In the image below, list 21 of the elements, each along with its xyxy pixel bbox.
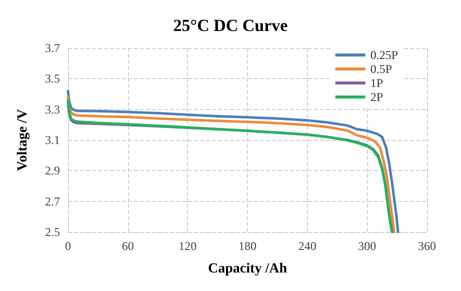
y-tick-label: 2.7	[45, 194, 60, 208]
x-tick-label: 300	[358, 239, 376, 253]
legend-label: 0.5P	[370, 62, 392, 76]
x-tick-label: 60	[122, 239, 134, 253]
y-tick-label: 3.1	[45, 133, 60, 147]
y-tick-label: 3.7	[45, 41, 60, 55]
y-tick-label: 3.5	[45, 72, 60, 86]
y-tick-label: 2.5	[45, 225, 60, 239]
chart-title: 25°C DC Curve	[173, 16, 288, 35]
legend-label: 0.25P	[370, 48, 398, 62]
legend-label: 1P	[370, 76, 384, 90]
legend-label: 2P	[370, 90, 384, 104]
y-axis-title: Voltage /V	[16, 108, 30, 172]
y-tick-label: 3.3	[45, 102, 60, 116]
y-tick-label: 2.9	[45, 164, 60, 178]
x-axis-title: Capacity /Ah	[208, 262, 288, 276]
x-tick-label: 120	[178, 239, 197, 253]
x-tick-label: 240	[298, 239, 316, 253]
x-tick-label: 0	[65, 239, 71, 253]
x-tick-label: 180	[238, 239, 256, 253]
x-tick-label: 360	[418, 239, 436, 253]
